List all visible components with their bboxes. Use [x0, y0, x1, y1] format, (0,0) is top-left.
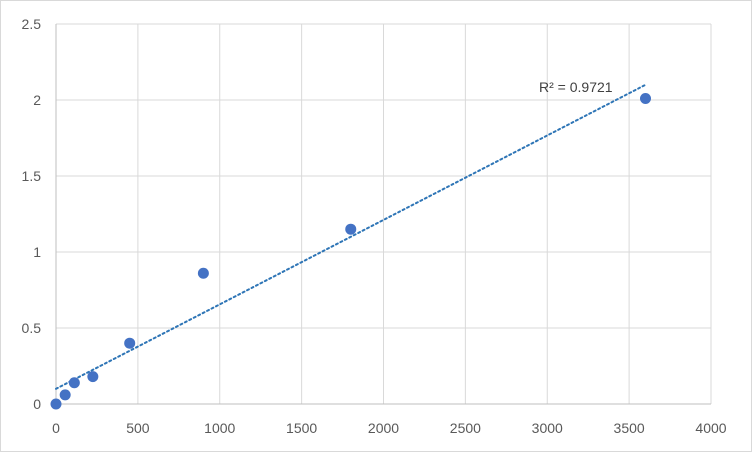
x-tick-label: 0 [52, 420, 60, 436]
trendline [55, 83, 647, 390]
gridlines [56, 23, 712, 404]
data-point [640, 92, 651, 104]
data-point [345, 223, 357, 235]
tick-labels: 0 500 1000 1500 2000 2500 3000 3500 4000 0 0.5 1 1.5… [22, 16, 727, 436]
y-tick-label: 0 [33, 396, 41, 412]
trendline-layer [55, 83, 647, 390]
x-tick-label: 3500 [614, 420, 645, 436]
x-tick-label: 2000 [368, 420, 399, 436]
y-tick-label: 2.5 [22, 16, 42, 32]
x-tick-label: 1500 [286, 420, 317, 436]
y-tick-label: 0.5 [22, 320, 42, 336]
x-tick-label: 1000 [204, 420, 235, 436]
axes [55, 24, 711, 405]
x-tick-label: 3000 [532, 420, 563, 436]
data-points [50, 92, 651, 410]
data-point [59, 389, 71, 401]
y-tick-label: 1 [33, 244, 41, 260]
data-point [68, 377, 80, 389]
x-tick-label: 2500 [450, 420, 481, 436]
r-squared-label: R² = 0.9721 [539, 79, 613, 95]
x-tick-label: 4000 [695, 420, 726, 436]
data-point [124, 337, 136, 349]
y-tick-label: 1.5 [22, 168, 42, 184]
data-point [197, 267, 209, 279]
data-point [50, 398, 62, 410]
y-tick-label: 2 [33, 92, 41, 108]
data-point [87, 371, 99, 383]
x-tick-label: 500 [126, 420, 150, 436]
